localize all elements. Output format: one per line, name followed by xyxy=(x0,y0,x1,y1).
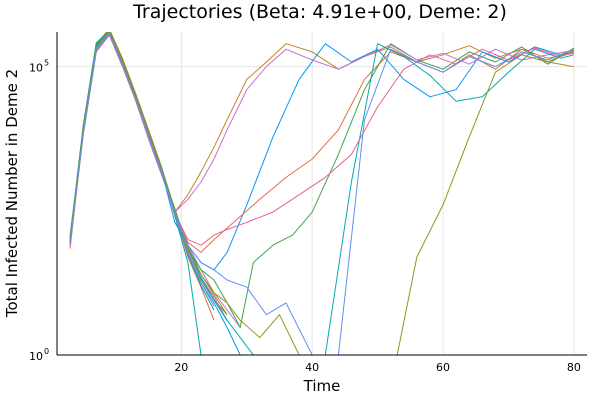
y-tick-labels: 10 010 5 xyxy=(29,59,49,363)
series-line-19 xyxy=(69,33,575,355)
x-tick-label: 40 xyxy=(305,361,319,374)
x-tick-labels: 20 40 60 80 xyxy=(174,361,581,374)
series-line-10 xyxy=(69,32,228,321)
series-line-12 xyxy=(69,32,575,271)
y-tick-label: 10 xyxy=(29,62,43,75)
series-line-4 xyxy=(69,34,241,328)
x-tick-label: 60 xyxy=(436,361,450,374)
x-tick-label: 20 xyxy=(174,361,188,374)
series-line-15 xyxy=(69,32,574,241)
y-tick-exponent: 0 xyxy=(44,347,49,356)
y-tick-label: 10 xyxy=(29,350,43,363)
y-axis-label: Total Infected Number in Deme 2 xyxy=(3,69,21,318)
chart-title: Trajectories (Beta: 4.91e+00, Deme: 2) xyxy=(132,1,507,23)
x-axis-label: Time xyxy=(303,377,341,395)
series-line-16 xyxy=(69,32,575,355)
series-line-3 xyxy=(69,32,228,316)
series-line-18 xyxy=(69,32,575,355)
y-tick-exponent: 5 xyxy=(44,59,49,68)
grid xyxy=(57,32,587,356)
plot-area xyxy=(69,32,575,355)
x-tick-label: 80 xyxy=(567,361,581,374)
series-line-1 xyxy=(69,32,241,355)
series-line-6 xyxy=(69,32,228,321)
